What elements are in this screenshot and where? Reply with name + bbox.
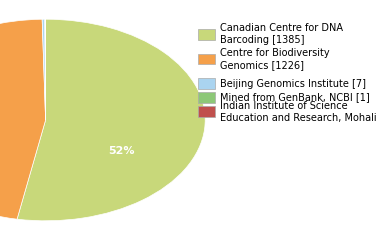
FancyBboxPatch shape — [198, 106, 215, 117]
Wedge shape — [45, 19, 46, 120]
Wedge shape — [17, 19, 205, 221]
Text: Centre for Biodiversity
Genomics [1226]: Centre for Biodiversity Genomics [1226] — [220, 48, 330, 70]
Text: 0%: 0% — [40, 9, 59, 19]
FancyBboxPatch shape — [198, 54, 215, 64]
Text: Indian Institute of Science
Education and Research, Mohali [1]: Indian Institute of Science Education an… — [220, 101, 380, 122]
Text: Beijing Genomics Institute [7]: Beijing Genomics Institute [7] — [220, 79, 366, 89]
FancyBboxPatch shape — [198, 92, 215, 103]
FancyBboxPatch shape — [198, 78, 215, 89]
FancyBboxPatch shape — [198, 29, 215, 40]
Text: 52%: 52% — [108, 146, 135, 156]
Wedge shape — [42, 19, 46, 120]
Text: Mined from GenBank, NCBI [1]: Mined from GenBank, NCBI [1] — [220, 93, 370, 102]
Wedge shape — [0, 19, 46, 219]
Wedge shape — [45, 19, 46, 120]
Text: Canadian Centre for DNA
Barcoding [1385]: Canadian Centre for DNA Barcoding [1385] — [220, 23, 344, 45]
